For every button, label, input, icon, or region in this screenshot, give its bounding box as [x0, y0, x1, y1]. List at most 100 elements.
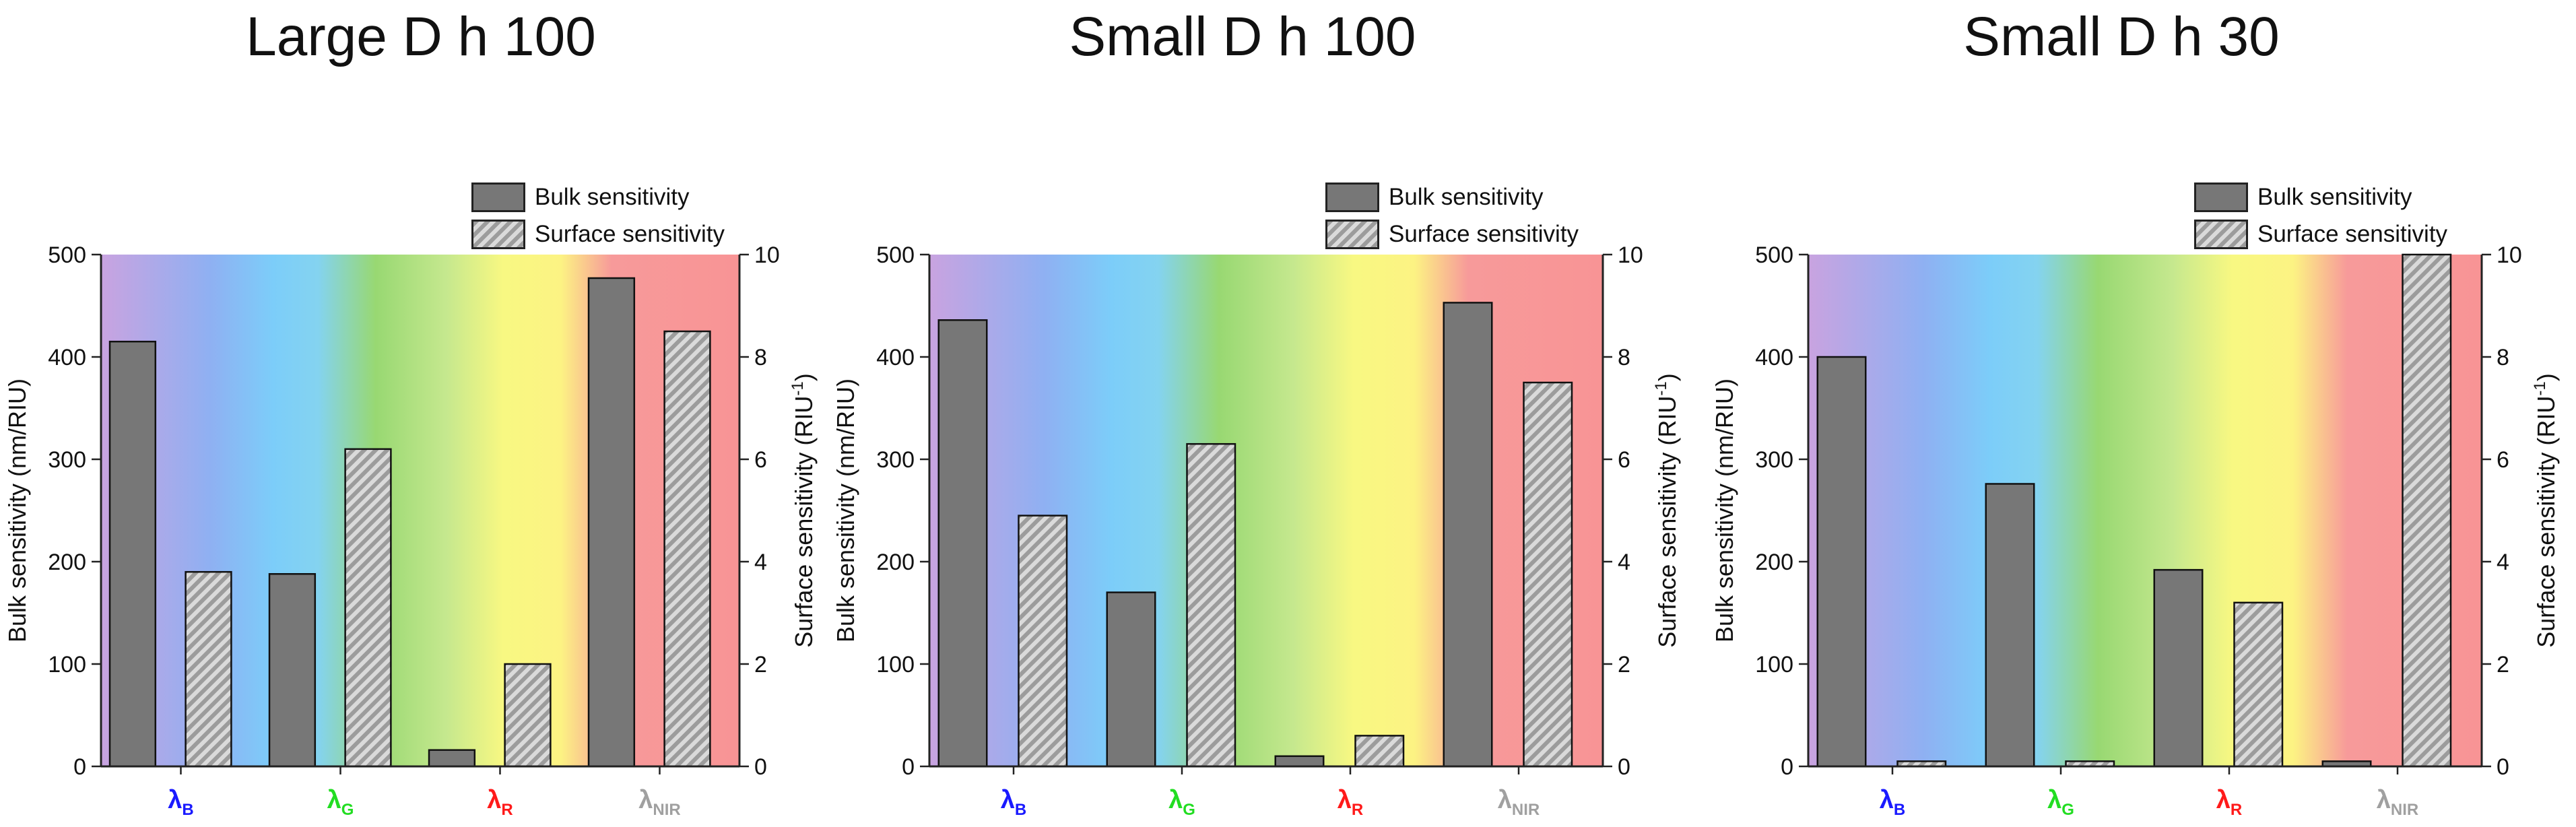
- x-tick-label-3: λNIR: [638, 786, 680, 819]
- chart-panel-small-d-h30: Small D h 30 Bulk sensitivity Surface se…: [1700, 0, 2576, 827]
- bar-bulk-2: [1274, 755, 1325, 768]
- x-tick-label-2: λR: [2216, 786, 2242, 819]
- bar-bulk-1: [1106, 591, 1156, 768]
- y-tick-label-left-5: 500: [876, 242, 915, 268]
- x-tick-label-0: λB: [1001, 786, 1026, 819]
- y-axis-title-right: Surface sensitivity (RIU-1): [2531, 373, 2560, 647]
- bar-surface-3: [663, 330, 711, 768]
- x-tick-label-0: λB: [1880, 786, 1905, 819]
- x-tick-label-1: λG: [1168, 786, 1195, 819]
- x-tick-label-2: λR: [487, 786, 513, 819]
- chart-title: Large D h 100: [246, 6, 596, 67]
- y-tick-label-right-2: 4: [1618, 550, 1630, 575]
- y-tick-label-right-5: 10: [2497, 242, 2522, 268]
- y-axis-title-left: Bulk sensitivity (nm/RIU): [3, 378, 31, 642]
- y-tick-label-left-4: 400: [1755, 345, 1793, 370]
- legend-swatch-bulk: [2194, 183, 2248, 212]
- bar-bulk-3: [587, 277, 636, 768]
- y-axis-title-right: Surface sensitivity (RIU-1): [1652, 373, 1681, 647]
- chart-panel-large-d-h100: Large D h 100 Bulk sensitivity Surface s…: [0, 0, 849, 827]
- legend-label-bulk: Bulk sensitivity: [535, 184, 690, 210]
- y-tick-label-left-0: 0: [902, 754, 915, 780]
- legend-item-bulk: Bulk sensitivity: [2194, 180, 2412, 214]
- chart-plot: λB λG λR λNIR 0 100 200 300 400 500 0 2 4 6 8 10 Bulk se…: [1711, 242, 2560, 819]
- chart-plot: λB λG λR λNIR 0 100 200 300 400 500 0 2 4 6 8 10 Bulk se…: [832, 242, 1681, 819]
- y-tick-label-right-1: 2: [754, 652, 767, 677]
- bar-surface-3: [1523, 381, 1573, 768]
- y-tick-label-right-1: 2: [2497, 652, 2509, 677]
- x-tick-label-3: λNIR: [2377, 786, 2418, 819]
- bar-bulk-2: [428, 749, 476, 768]
- y-tick-label-left-3: 300: [876, 447, 915, 473]
- bar-surface-2: [1354, 735, 1405, 768]
- y-tick-label-left-0: 0: [1781, 754, 1793, 780]
- x-tick-label-1: λG: [327, 786, 354, 819]
- legend-label-surface: Surface sensitivity: [535, 221, 725, 247]
- y-tick-label-right-3: 6: [754, 447, 767, 473]
- y-tick-label-left-3: 300: [1755, 447, 1793, 473]
- bar-bulk-1: [1985, 483, 2035, 768]
- x-tick-label-1: λG: [2047, 786, 2074, 819]
- chart-panel-small-d-h100: Small D h 100 Bulk sensitivity Surface s…: [832, 0, 1704, 827]
- legend-swatch-surface: [471, 220, 525, 249]
- legend-label-bulk: Bulk sensitivity: [2257, 184, 2412, 210]
- y-tick-label-left-5: 500: [48, 242, 86, 268]
- y-tick-label-left-3: 300: [48, 447, 86, 473]
- legend-item-surface: Surface sensitivity: [1325, 218, 1579, 251]
- x-tick-label-2: λR: [1337, 786, 1363, 819]
- y-axis-title-left: Bulk sensitivity (nm/RIU): [832, 378, 859, 642]
- bar-surface-0: [1018, 515, 1068, 768]
- x-tick-label-3: λNIR: [1498, 786, 1540, 819]
- y-tick-label-right-4: 8: [2497, 345, 2509, 370]
- legend-swatch-surface: [2194, 220, 2248, 249]
- y-tick-label-right-0: 0: [1618, 754, 1630, 780]
- y-tick-label-right-3: 6: [2497, 447, 2509, 473]
- y-tick-label-right-0: 0: [754, 754, 767, 780]
- chart-title: Small D h 30: [1963, 6, 2280, 67]
- bar-surface-2: [2233, 601, 2284, 768]
- bar-bulk-0: [1816, 356, 1867, 768]
- y-tick-label-right-2: 4: [2497, 550, 2509, 575]
- y-tick-label-left-4: 400: [48, 345, 86, 370]
- bar-bulk-3: [1443, 302, 1493, 768]
- y-tick-label-right-2: 4: [754, 550, 767, 575]
- bar-surface-2: [504, 663, 552, 768]
- legend-item-bulk: Bulk sensitivity: [471, 180, 690, 214]
- y-tick-label-left-1: 100: [876, 652, 915, 677]
- bar-surface-1: [1186, 442, 1236, 768]
- y-tick-label-right-5: 10: [754, 242, 780, 268]
- y-tick-label-right-4: 8: [1618, 345, 1630, 370]
- chart-plot: λB λG λR λNIR 0 100 200 300 400 500 0 2 4 6 8 10 Bulk se…: [3, 242, 818, 819]
- y-tick-label-left-2: 200: [48, 550, 86, 575]
- bar-bulk-2: [2153, 568, 2204, 768]
- legend-swatch-bulk: [1325, 183, 1379, 212]
- legend-item-surface: Surface sensitivity: [2194, 218, 2447, 251]
- y-axis-title-right: Surface sensitivity (RIU-1): [789, 373, 818, 647]
- bar-surface-0: [185, 570, 232, 768]
- y-tick-label-left-2: 200: [876, 550, 915, 575]
- legend-label-bulk: Bulk sensitivity: [1389, 184, 1544, 210]
- y-tick-label-left-0: 0: [73, 754, 86, 780]
- spectrum-background: [1808, 255, 2482, 766]
- y-tick-label-left-1: 100: [48, 652, 86, 677]
- y-tick-label-left-2: 200: [1755, 550, 1793, 575]
- y-tick-label-right-1: 2: [1618, 652, 1630, 677]
- legend-item-bulk: Bulk sensitivity: [1325, 180, 1544, 214]
- legend-label-surface: Surface sensitivity: [1389, 221, 1579, 247]
- y-tick-label-left-1: 100: [1755, 652, 1793, 677]
- y-tick-label-right-3: 6: [1618, 447, 1630, 473]
- bar-bulk-1: [268, 572, 317, 768]
- bar-surface-1: [344, 448, 392, 768]
- legend-swatch-surface: [1325, 220, 1379, 249]
- legend-item-surface: Surface sensitivity: [471, 218, 725, 251]
- y-tick-label-right-4: 8: [754, 345, 767, 370]
- legend-label-surface: Surface sensitivity: [2257, 221, 2448, 247]
- y-tick-label-right-5: 10: [1618, 242, 1643, 268]
- chart-title: Small D h 100: [1069, 6, 1416, 67]
- bar-surface-3: [2402, 253, 2452, 768]
- bar-bulk-0: [937, 319, 988, 768]
- bar-bulk-0: [108, 340, 157, 768]
- y-axis-title-left: Bulk sensitivity (nm/RIU): [1711, 378, 1738, 642]
- legend-swatch-bulk: [471, 183, 525, 212]
- y-tick-label-left-4: 400: [876, 345, 915, 370]
